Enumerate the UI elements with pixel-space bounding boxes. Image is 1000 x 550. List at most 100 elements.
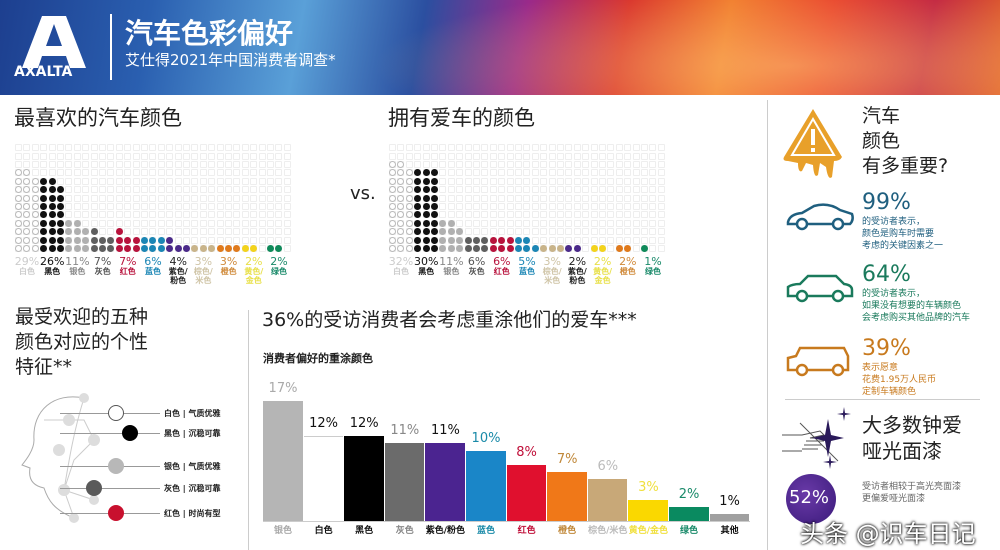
grid-square <box>473 219 480 227</box>
grid-square <box>607 169 615 177</box>
grid-square <box>267 194 274 202</box>
grid-square <box>225 219 232 227</box>
grid-square <box>199 186 207 194</box>
grid-square <box>540 177 548 185</box>
dot-mark <box>615 245 623 252</box>
stats-divider <box>785 399 980 400</box>
grid-square <box>615 161 623 168</box>
grid-square <box>191 219 199 227</box>
dot-mark <box>31 203 39 210</box>
grid-square <box>557 161 564 168</box>
dot-mark <box>241 245 249 252</box>
grid-square <box>456 194 464 202</box>
grid-square <box>506 144 514 152</box>
grid-square <box>506 219 514 227</box>
stat-description-line: 表示愿意 <box>862 363 899 373</box>
grid-square <box>649 203 657 210</box>
dot-mark <box>48 236 56 244</box>
grid-square <box>157 169 165 177</box>
grid-square <box>498 228 506 236</box>
dot-mark <box>31 177 39 185</box>
grid-square <box>233 236 241 244</box>
grid-square <box>641 177 648 185</box>
trait-connector <box>60 488 160 489</box>
dot-mark <box>115 236 123 244</box>
dot-mark <box>15 236 22 244</box>
grid-square <box>540 219 548 227</box>
grid-square <box>149 228 157 236</box>
grid-square <box>649 194 657 202</box>
grid-square <box>523 161 531 168</box>
grid-square <box>124 211 132 219</box>
dot-mark <box>23 203 31 210</box>
grid-square <box>132 186 140 194</box>
dot-mark <box>397 177 405 185</box>
dot-chart-percent: 32% <box>388 255 414 268</box>
dot-mark <box>275 245 283 252</box>
grid-square <box>557 186 564 194</box>
grid-square <box>250 194 258 202</box>
grid-square <box>506 203 514 210</box>
dot-chart-percent: 29% <box>14 255 40 268</box>
grid-square <box>132 228 140 236</box>
dot-chart-label: 2% 橙色 <box>616 255 640 277</box>
dot-chart-category: 紫色/粉色 <box>168 267 188 285</box>
dot-mark <box>15 186 22 194</box>
grid-square <box>31 169 39 177</box>
grid-square <box>141 211 148 219</box>
grid-square <box>447 152 455 160</box>
traits-title: 最受欢迎的五种 颜色对应的个性 特征** <box>15 305 148 380</box>
dot-chart-label: 6% 蓝色 <box>141 255 165 277</box>
grid-square <box>615 219 623 227</box>
grid-square <box>489 177 497 185</box>
grid-square <box>99 144 106 152</box>
importance-title: 汽车 颜色 有多重要? <box>862 104 948 179</box>
dot-mark <box>31 236 39 244</box>
dot-mark <box>15 194 22 202</box>
dot-mark <box>40 177 48 185</box>
dot-mark <box>431 186 438 194</box>
grid-square <box>157 152 165 160</box>
grid-square <box>191 186 199 194</box>
grid-square <box>447 194 455 202</box>
grid-square <box>657 177 665 185</box>
grid-square <box>241 144 249 152</box>
grid-square <box>557 177 564 185</box>
grid-square <box>174 186 182 194</box>
bar-value-label: 11% <box>390 423 420 439</box>
grid-square <box>624 194 632 202</box>
grid-square <box>657 211 665 219</box>
grid-square <box>191 144 199 152</box>
grid-square <box>473 186 480 194</box>
dot-mark <box>523 236 531 244</box>
grid-square <box>481 186 489 194</box>
watermark: 头条 @识车日记 <box>800 520 976 548</box>
grid-square <box>565 211 573 219</box>
stat-value: 39% <box>862 336 911 361</box>
grid-square <box>149 152 157 160</box>
grid-square <box>82 186 90 194</box>
grid-square <box>557 144 564 152</box>
grid-square <box>649 144 657 152</box>
grid-square <box>166 228 174 236</box>
dot-mark <box>389 211 396 219</box>
dot-chart-percent: 4% <box>169 255 187 268</box>
grid-square <box>258 211 266 219</box>
dot-mark <box>489 245 497 252</box>
grid-square <box>191 152 199 160</box>
grid-square <box>506 169 514 177</box>
grid-square <box>599 219 606 227</box>
dot-mark <box>157 236 165 244</box>
grid-square <box>107 169 115 177</box>
bottom-divider <box>248 310 249 550</box>
grid-square <box>82 144 90 152</box>
grid-square <box>515 161 522 168</box>
dot-mark <box>540 245 548 252</box>
dot-mark <box>40 236 48 244</box>
grid-square <box>107 144 115 152</box>
grid-square <box>641 236 648 244</box>
grid-square <box>582 228 590 236</box>
grid-square <box>90 194 98 202</box>
grid-square <box>489 186 497 194</box>
dot-chart-label: 2% 紫色/粉色 <box>565 255 589 286</box>
